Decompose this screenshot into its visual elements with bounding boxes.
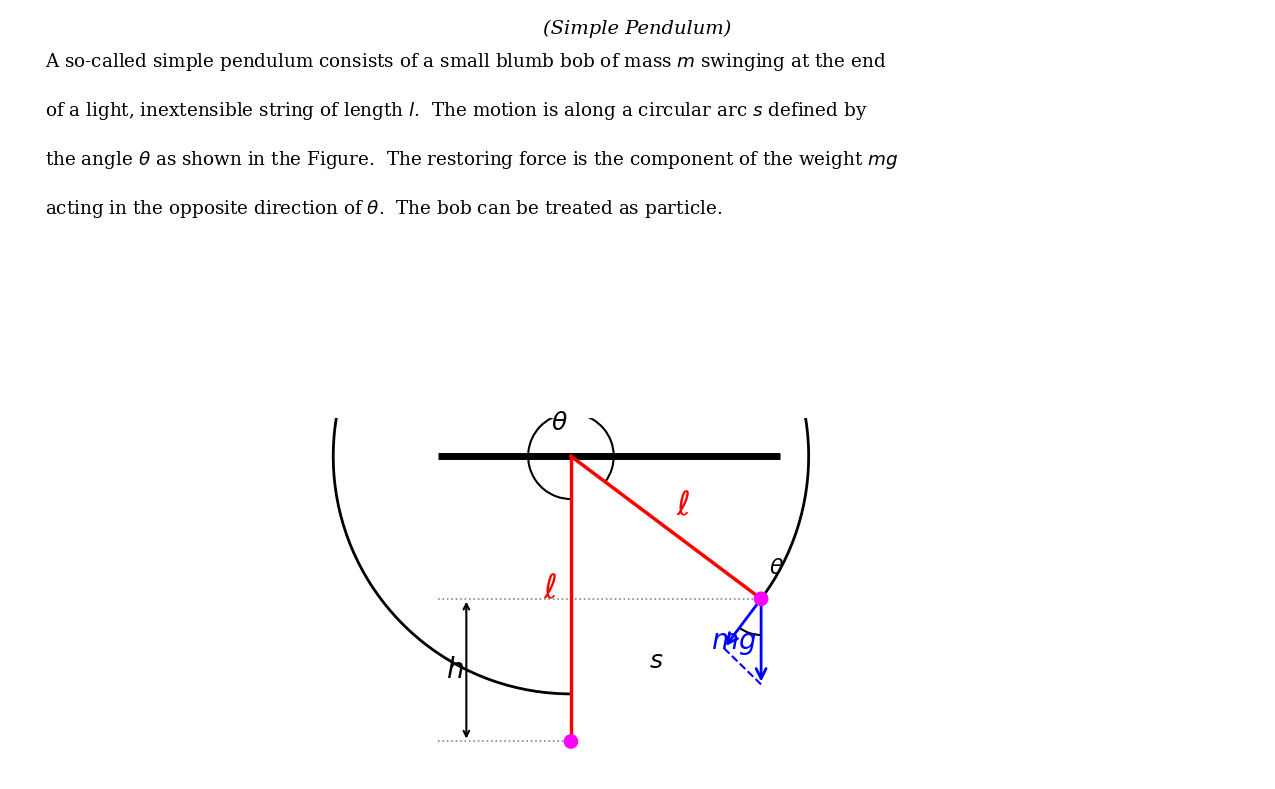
Text: acting in the opposite direction of $\theta$.  The bob can be treated as particl: acting in the opposite direction of $\th… — [45, 198, 722, 220]
Text: $\ell$: $\ell$ — [543, 574, 557, 605]
Text: $\theta$: $\theta$ — [551, 412, 567, 436]
Text: (Simple Pendulum): (Simple Pendulum) — [543, 20, 732, 38]
Text: of a light, inextensible string of length $l$.  The motion is along a circular a: of a light, inextensible string of lengt… — [45, 100, 867, 122]
Circle shape — [755, 593, 768, 605]
Text: $\ell$: $\ell$ — [676, 490, 691, 522]
Text: $s$: $s$ — [649, 649, 663, 673]
Circle shape — [565, 735, 578, 748]
Text: $mg$: $mg$ — [710, 630, 756, 656]
Text: $h$: $h$ — [446, 656, 464, 683]
Text: A so-called simple pendulum consists of a small blumb bob of mass $m$ swinging a: A so-called simple pendulum consists of … — [45, 51, 886, 73]
Text: the angle $\theta$ as shown in the Figure.  The restoring force is the component: the angle $\theta$ as shown in the Figur… — [45, 149, 898, 171]
Text: $\theta$: $\theta$ — [769, 557, 784, 579]
